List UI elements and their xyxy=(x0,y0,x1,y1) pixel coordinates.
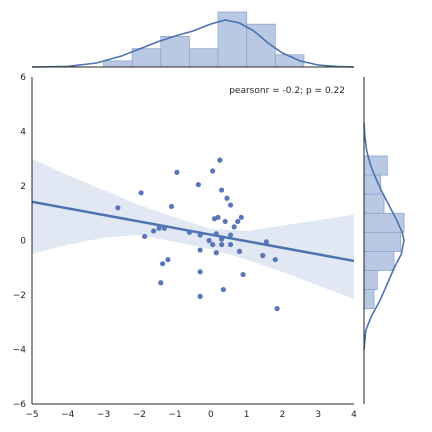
y-tick-label: 0 xyxy=(20,237,26,247)
x-tick-label: 3 xyxy=(315,410,321,420)
data-point xyxy=(217,157,223,163)
data-point xyxy=(206,237,212,244)
data-point xyxy=(213,231,219,237)
data-point xyxy=(168,203,175,210)
data-point xyxy=(165,256,171,263)
data-point xyxy=(238,214,244,220)
joint-axes: −5 −4 −3 −2 −1 0 1 2 3 4 −6 −4 −2 0 2 4 6 pearsonr = -0.… xyxy=(13,73,357,420)
y-tick-label: −2 xyxy=(13,291,26,301)
y-tick-label: −4 xyxy=(13,346,27,356)
x-tick-label: −1 xyxy=(168,410,181,420)
data-point xyxy=(195,182,201,188)
x-marginal-histogram xyxy=(31,11,355,68)
data-point xyxy=(151,228,157,234)
x-hist-bar xyxy=(189,48,219,68)
data-point xyxy=(272,256,278,263)
y-tick-label: −6 xyxy=(13,400,27,410)
data-point xyxy=(159,261,166,267)
y-kde-curve xyxy=(363,123,405,350)
data-point xyxy=(260,252,266,259)
y-tick-label: 2 xyxy=(20,182,26,192)
data-point xyxy=(161,225,167,231)
confidence-band xyxy=(32,158,354,300)
data-point xyxy=(227,232,234,238)
data-point xyxy=(274,306,280,312)
data-point xyxy=(142,233,148,240)
data-point xyxy=(197,269,203,275)
data-point xyxy=(186,229,193,235)
data-point xyxy=(197,232,203,238)
data-point xyxy=(197,247,203,253)
data-point xyxy=(224,195,230,201)
data-point xyxy=(222,218,228,225)
y-tick-label: 4 xyxy=(20,128,26,138)
pearsonr-annotation: pearsonr = -0.2; p = 0.22 xyxy=(229,86,345,96)
x-kde-curve xyxy=(31,19,355,68)
data-point xyxy=(236,248,243,254)
x-hist-bar xyxy=(131,48,162,68)
x-tick-label: −4 xyxy=(61,410,75,420)
data-point xyxy=(210,241,216,248)
data-point xyxy=(219,241,225,248)
y-hist-bar xyxy=(363,289,375,310)
data-point xyxy=(174,169,180,175)
x-hist-bar xyxy=(103,60,133,68)
x-tick-label: −5 xyxy=(25,410,38,420)
data-point xyxy=(197,293,203,299)
data-point xyxy=(115,205,121,211)
y-hist-bar xyxy=(363,250,395,271)
data-point xyxy=(240,271,246,278)
y-hist-bar xyxy=(363,270,378,290)
data-point xyxy=(210,168,216,174)
data-point xyxy=(138,190,144,196)
data-point xyxy=(220,286,227,293)
x-tick-label: 1 xyxy=(244,410,250,420)
data-point xyxy=(158,280,164,286)
y-tick-label: 6 xyxy=(20,73,26,83)
y-marginal-histogram xyxy=(363,77,405,404)
data-point xyxy=(231,224,237,230)
data-point xyxy=(235,218,241,225)
data-point xyxy=(227,202,234,208)
data-point xyxy=(215,214,221,220)
y-hist-bar xyxy=(363,231,402,252)
x-tick-label: 4 xyxy=(351,410,357,420)
data-point xyxy=(219,236,225,242)
data-point xyxy=(263,239,269,245)
data-point xyxy=(213,250,219,256)
x-tick-label: −2 xyxy=(133,410,146,420)
x-tick-label: 2 xyxy=(280,410,286,420)
x-hist-bar xyxy=(160,36,190,68)
data-point xyxy=(156,225,162,231)
regression-line xyxy=(31,200,355,263)
y-hist-bar xyxy=(363,193,385,214)
x-tick-label: −3 xyxy=(97,410,110,420)
y-hist-bar xyxy=(363,155,388,176)
x-tick-label: 0 xyxy=(208,410,214,420)
data-point xyxy=(219,187,225,193)
data-point xyxy=(227,241,234,248)
